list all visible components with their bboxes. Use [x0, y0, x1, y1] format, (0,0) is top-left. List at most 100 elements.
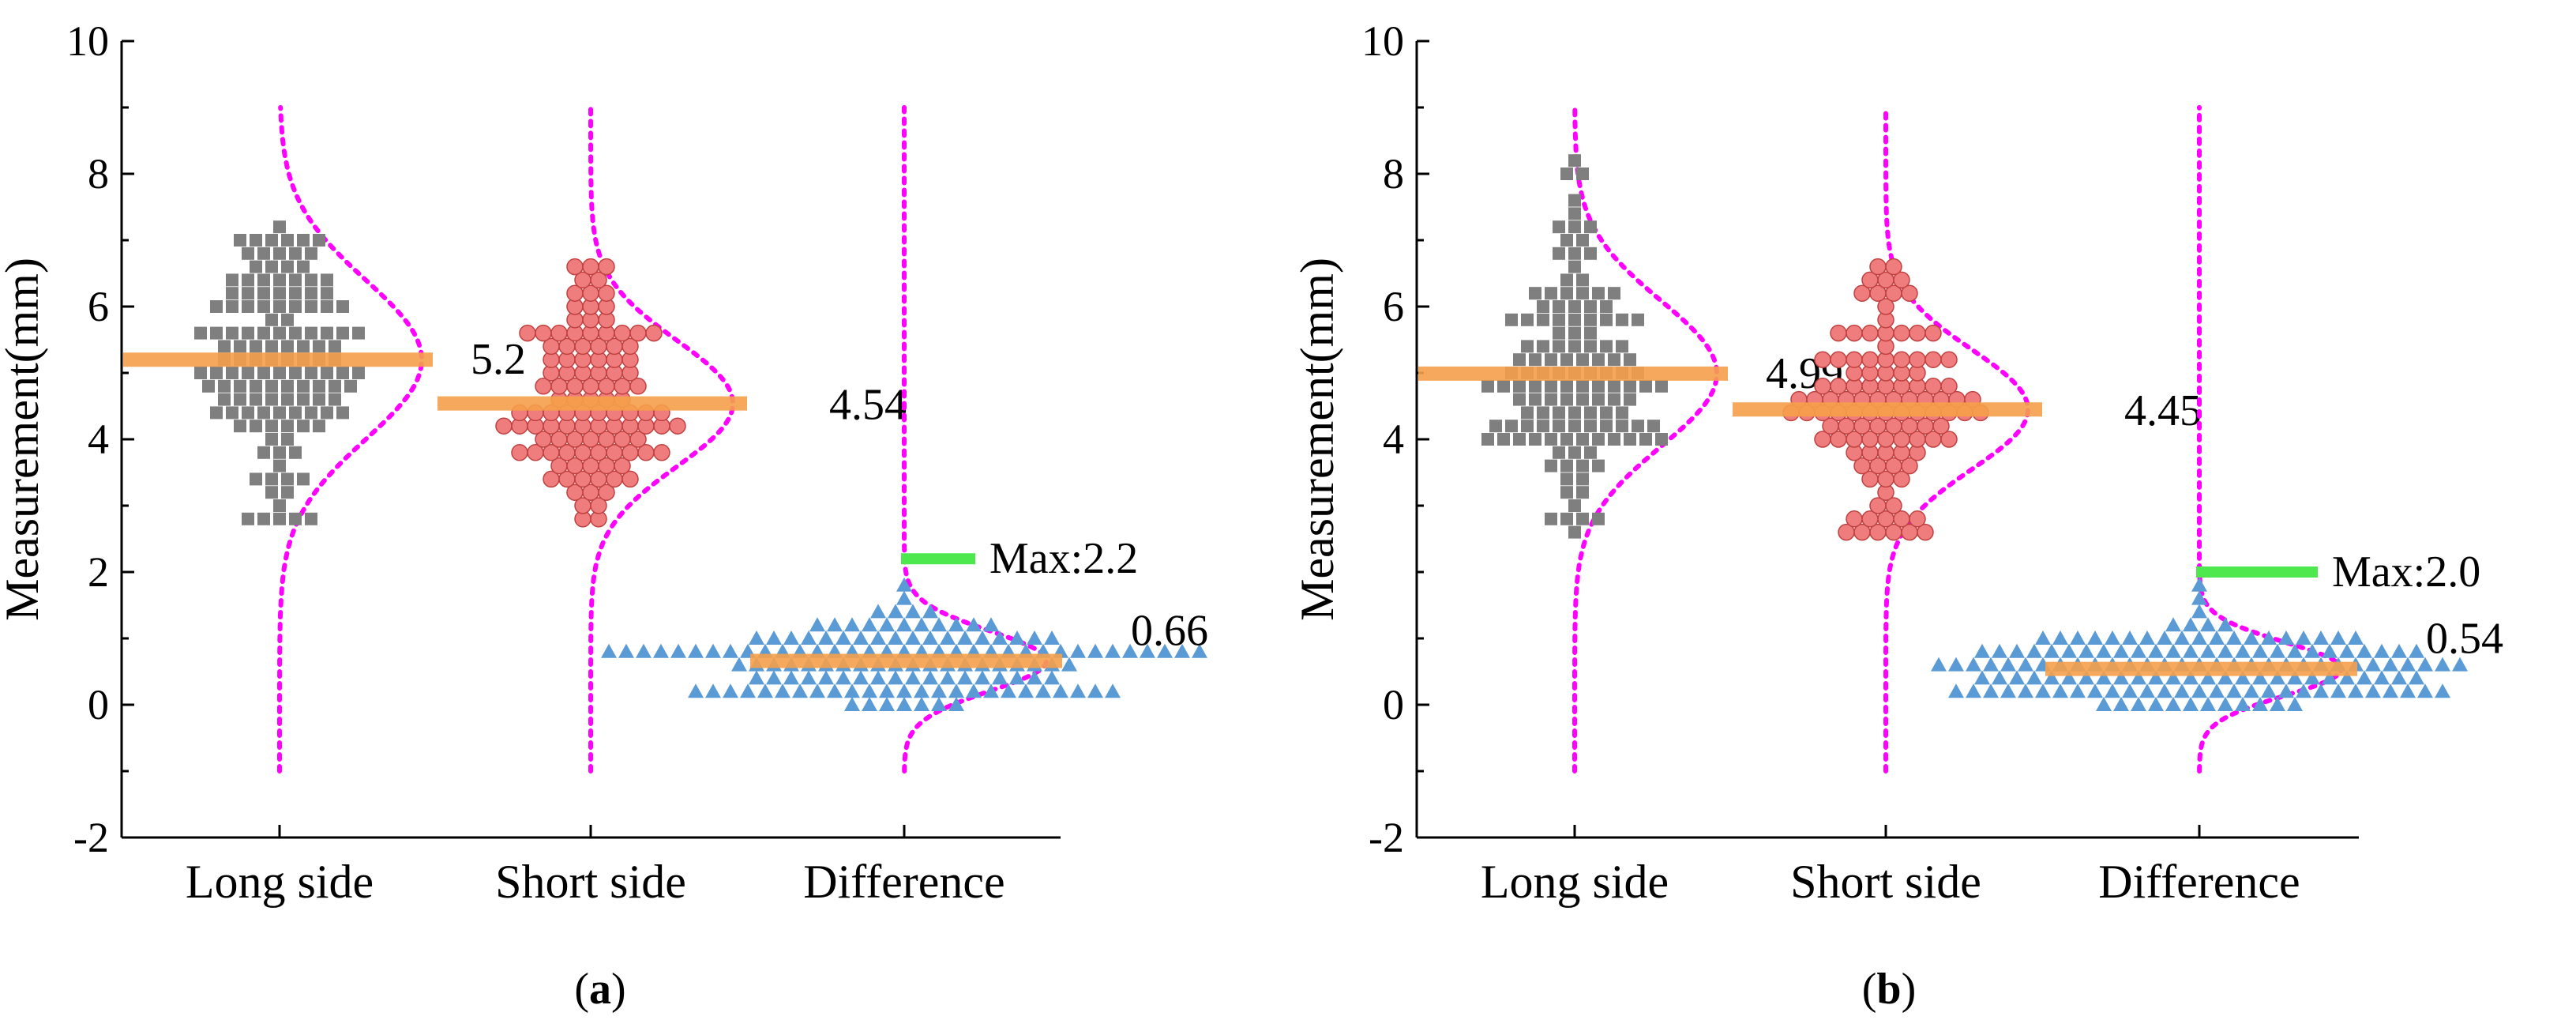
data-point — [614, 324, 631, 342]
data-point — [257, 247, 270, 260]
panel-label: (a) — [574, 965, 625, 1014]
data-point — [210, 367, 223, 379]
data-point — [801, 670, 817, 685]
data-point — [250, 472, 262, 486]
data-point — [1576, 393, 1589, 406]
data-point — [2287, 643, 2303, 658]
data-point — [1157, 643, 1173, 658]
data-point — [226, 367, 238, 379]
data-point — [281, 313, 294, 326]
data-point — [2096, 643, 2112, 658]
data-point — [321, 300, 333, 313]
data-point — [1529, 393, 1541, 406]
data-point — [2165, 643, 2181, 658]
data-point — [590, 271, 607, 289]
data-point — [313, 340, 325, 353]
data-point — [336, 406, 349, 420]
data-point — [2356, 670, 2372, 685]
data-point — [669, 417, 686, 435]
data-point — [1608, 393, 1620, 406]
data-point — [836, 670, 851, 685]
data-point — [2226, 683, 2242, 698]
data-point — [1592, 459, 1605, 472]
data-point — [1568, 420, 1581, 433]
data-point — [2183, 670, 2199, 685]
data-point — [957, 630, 973, 645]
data-point — [870, 630, 886, 645]
data-point — [1545, 353, 1557, 367]
data-point — [257, 367, 270, 379]
data-point — [305, 287, 317, 300]
data-point — [1893, 271, 1910, 289]
data-point — [1924, 378, 1942, 395]
data-point — [1545, 393, 1557, 406]
data-point — [2235, 643, 2251, 658]
y-tick-label: -2 — [1369, 814, 1404, 861]
data-point — [2270, 670, 2285, 685]
data-point — [983, 617, 999, 632]
data-point — [1027, 630, 1042, 645]
data-point — [1044, 670, 1060, 685]
data-point — [1513, 393, 1526, 406]
data-point — [297, 420, 310, 433]
data-point — [688, 643, 704, 658]
data-point — [2391, 670, 2407, 685]
data-point — [242, 300, 254, 313]
data-point — [2165, 670, 2181, 685]
data-point — [601, 643, 617, 658]
y-tick-label: 10 — [66, 17, 109, 65]
data-point — [2348, 630, 2364, 645]
data-point — [645, 324, 663, 342]
data-point — [265, 379, 278, 393]
data-point — [1489, 420, 1502, 433]
data-point — [281, 234, 294, 247]
data-point — [598, 258, 615, 276]
data-point — [2035, 630, 2051, 645]
data-point — [250, 393, 262, 406]
data-point — [1568, 300, 1581, 313]
data-point — [2374, 643, 2390, 658]
data-point — [273, 446, 286, 459]
data-point — [992, 630, 1008, 645]
data-point — [598, 284, 615, 302]
data-point — [1553, 326, 1565, 340]
data-point — [2409, 643, 2424, 658]
data-point — [1592, 433, 1605, 446]
mean-value-label: 4.54 — [829, 381, 907, 430]
data-point — [1513, 353, 1526, 367]
mean-value-label: 0.54 — [2426, 615, 2503, 664]
data-point — [688, 683, 704, 698]
data-point — [242, 273, 254, 287]
data-point — [1497, 433, 1510, 446]
data-point — [1529, 287, 1541, 300]
data-point — [257, 446, 270, 459]
data-point — [914, 683, 929, 698]
data-point — [896, 617, 912, 632]
data-point — [809, 683, 825, 698]
data-point — [289, 247, 302, 260]
data-point — [1893, 351, 1910, 368]
data-point — [2304, 670, 2320, 685]
data-point — [1584, 313, 1597, 326]
data-point — [1481, 379, 1494, 393]
data-point — [705, 643, 721, 658]
y-tick-label: 0 — [1383, 681, 1404, 728]
series-short-side: 4.45 — [1733, 105, 2202, 773]
data-point — [210, 406, 223, 420]
data-point — [1584, 420, 1597, 433]
data-point — [1481, 433, 1494, 446]
data-point — [1560, 512, 1573, 525]
data-point — [321, 406, 333, 420]
data-point — [1553, 446, 1565, 459]
data-point — [2356, 643, 2372, 658]
data-point — [801, 630, 817, 645]
data-point — [273, 459, 286, 472]
data-point — [1545, 512, 1557, 525]
data-point — [879, 697, 895, 711]
data-point — [305, 300, 317, 313]
data-point — [289, 273, 302, 287]
data-point — [2113, 670, 2129, 685]
data-point — [1600, 406, 1613, 420]
data-point — [1568, 260, 1581, 273]
data-point — [818, 670, 834, 685]
